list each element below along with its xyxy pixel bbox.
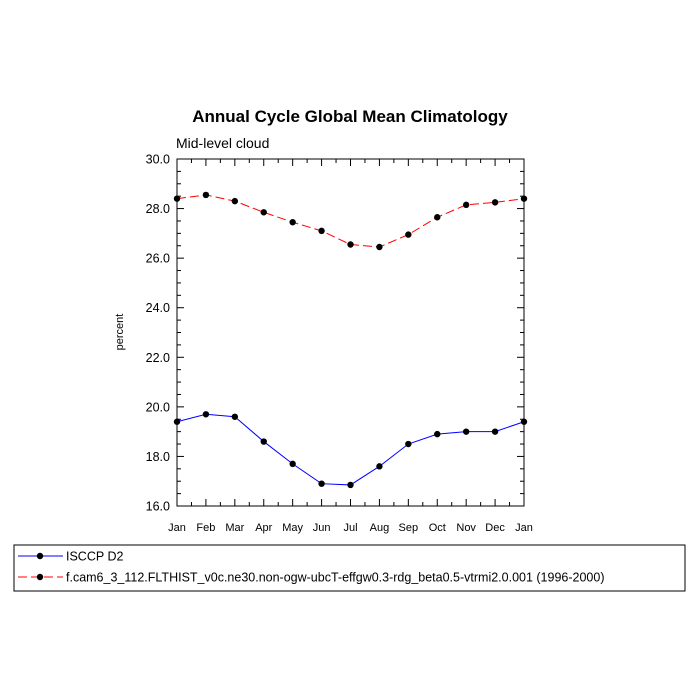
x-tick-label: Nov — [456, 522, 476, 534]
series-0-point — [289, 460, 296, 468]
legend-label-1: f.cam6_3_112.FLTHIST_v0c.ne30.non-ogw-ub… — [66, 571, 605, 585]
series-0-point — [376, 463, 383, 470]
series-group — [173, 191, 528, 489]
x-tick-label: Apr — [255, 522, 272, 534]
series-0-point — [434, 430, 441, 438]
y-tick-label: 18.0 — [146, 450, 170, 464]
y-tick-label: 30.0 — [146, 153, 170, 167]
series-0-point — [231, 413, 239, 420]
legend-marker-0 — [36, 552, 44, 560]
series-1-point — [347, 241, 354, 248]
series-0-point — [462, 428, 470, 435]
x-tick-label: Oct — [429, 522, 446, 534]
plot-frame — [176, 158, 525, 507]
y-tick-label: 24.0 — [146, 301, 170, 315]
y-tick-label: 28.0 — [146, 202, 170, 216]
series-1-line — [176, 194, 525, 248]
legend-box — [13, 544, 686, 592]
x-tick-label: Dec — [485, 522, 505, 534]
series-0-point — [173, 418, 181, 425]
x-tick-label: Jan — [168, 522, 186, 534]
chart-title: Annual Cycle Global Mean Climatology — [192, 107, 508, 126]
x-tick-label: Feb — [196, 522, 215, 534]
series-0-line — [176, 413, 525, 486]
series-1-point — [202, 191, 210, 199]
series-0-point — [520, 418, 528, 425]
legend-label-0: ISCCP D2 — [66, 550, 123, 564]
series-1-point — [376, 243, 383, 251]
y-tick-label: 26.0 — [146, 252, 170, 266]
legend-marker-1 — [36, 573, 44, 581]
series-1-point — [405, 231, 412, 238]
series-1-point — [491, 199, 499, 206]
series-1-point — [520, 195, 528, 202]
series-0-point — [202, 411, 210, 418]
series-1-point — [462, 201, 470, 209]
series-0-point — [260, 438, 267, 445]
x-tick-label: Jan — [515, 522, 533, 534]
series-0-point — [405, 440, 412, 448]
chart-subtitle: Mid-level cloud — [176, 135, 269, 151]
y-tick-label: 20.0 — [146, 400, 170, 414]
x-tick-label: Sep — [399, 522, 419, 534]
x-tick-label: Aug — [370, 522, 390, 534]
series-0-point — [491, 428, 499, 435]
y-tick-label: 16.0 — [146, 500, 170, 514]
legend: ISCCP D2 f.cam6_3_112.FLTHIST_v0c.ne30.no… — [13, 544, 686, 592]
series-1-point — [173, 195, 181, 202]
series-1-point — [289, 219, 296, 226]
x-tick-label: May — [282, 522, 303, 534]
series-1-point — [434, 214, 441, 221]
series-1-point — [260, 209, 267, 216]
y-axis-label: percent — [114, 314, 126, 351]
x-tick-label: Jun — [313, 522, 331, 534]
y-tick-label: 22.0 — [146, 351, 170, 365]
x-tick-label: Mar — [225, 522, 244, 534]
x-tick-label: Jul — [343, 522, 357, 534]
series-1-point — [318, 227, 325, 235]
series-1-point — [231, 197, 239, 205]
series-0-point — [318, 480, 325, 487]
series-0-point — [347, 481, 354, 489]
axis-ticks: 16.0 18.0 20.0 22.0 24.0 26.0 28.0 30.0 Jan Feb Ma… — [146, 153, 533, 535]
